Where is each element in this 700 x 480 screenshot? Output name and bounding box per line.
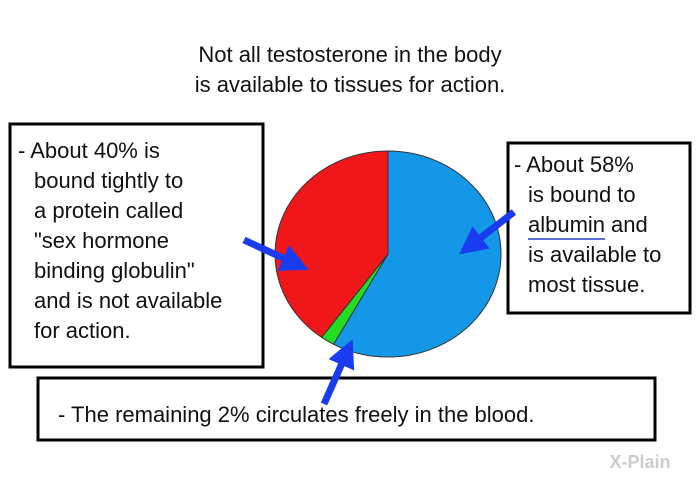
annotation-line: most tissue.	[528, 272, 645, 297]
annotation-line: - About 58%	[514, 152, 634, 177]
annotation-line: for action.	[34, 318, 131, 343]
annotation-line: binding globulin"	[34, 258, 195, 283]
annotation-line: is bound to	[528, 182, 636, 207]
annotation-line: is available to	[528, 242, 661, 267]
annotation-line: - The remaining 2% circulates freely in …	[58, 402, 535, 427]
pie	[274, 150, 502, 358]
arrow	[242, 236, 309, 271]
arrow	[320, 339, 355, 406]
annotation-box	[506, 141, 692, 315]
pie-slice	[332, 150, 502, 358]
chart-title: is available to tissues for action.	[195, 72, 506, 97]
annotation-box	[36, 376, 657, 442]
annotation-text: and	[611, 212, 648, 237]
annotation-line: - About 40% is	[18, 138, 160, 163]
chart-title: Not all testosterone in the body	[198, 42, 501, 67]
annotation-line: and is not available	[34, 288, 222, 313]
pie-slice	[274, 150, 389, 338]
annotations: - About 40% is bound tightly to a protein …	[18, 138, 661, 427]
annotation-line: a protein called	[34, 198, 183, 223]
arrow	[458, 209, 517, 255]
annotation-line: albumin and	[528, 212, 648, 237]
annotation-line: "sex hormone	[34, 228, 169, 253]
link-text: albumin	[528, 212, 605, 237]
logo: X-Plain	[609, 452, 670, 472]
annotation-line: bound tightly to	[34, 168, 183, 193]
